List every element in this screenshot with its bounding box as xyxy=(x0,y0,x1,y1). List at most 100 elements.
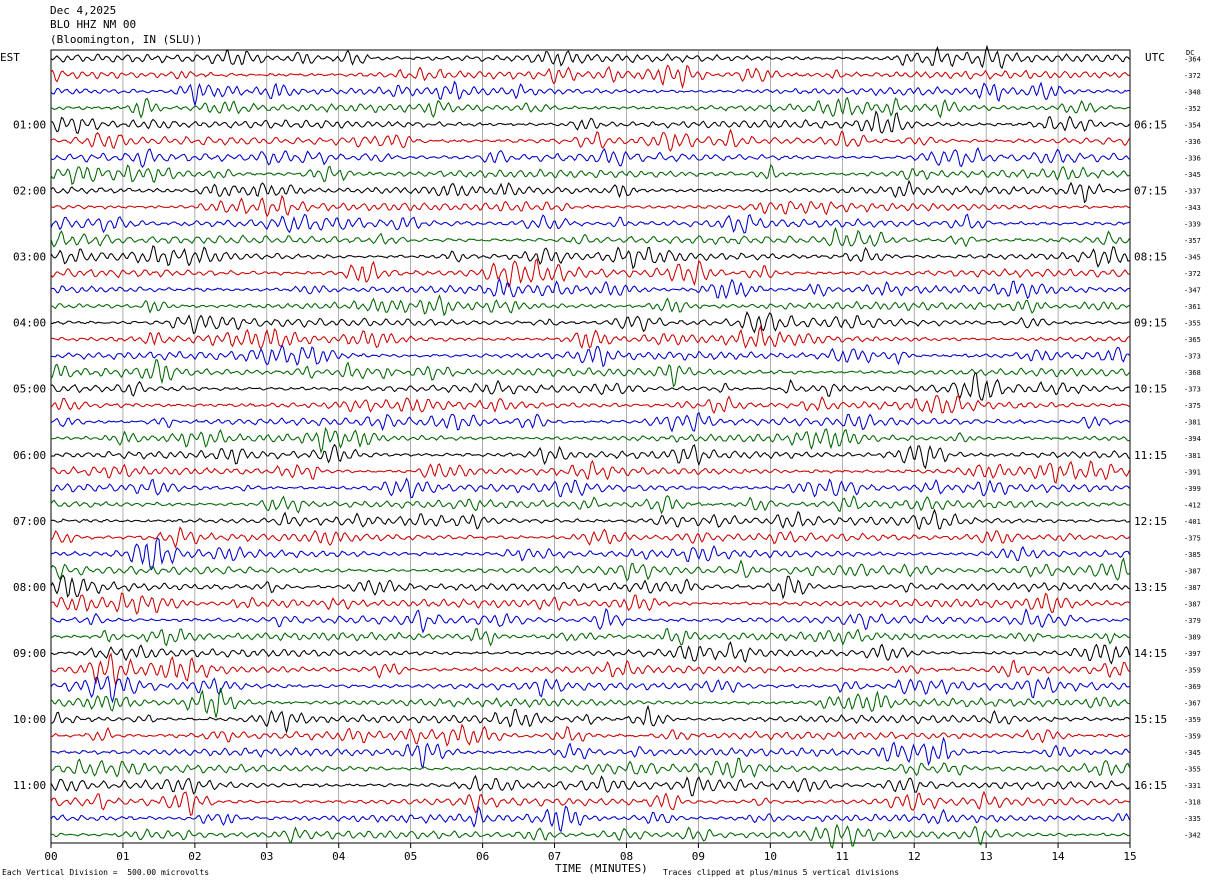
dc-offset-label: -357 xyxy=(1184,237,1201,245)
x-tick-label: 09 xyxy=(692,850,705,863)
left-hour-label: 01:00 xyxy=(13,118,46,131)
seismic-trace xyxy=(50,459,1130,485)
seismic-trace xyxy=(50,574,1130,600)
right-hour-label: 06:15 xyxy=(1134,118,1167,131)
seismic-trace xyxy=(50,194,1130,218)
seismic-trace xyxy=(50,736,1130,770)
seismic-trace xyxy=(50,128,1130,153)
left-hour-label: 07:00 xyxy=(13,515,46,528)
dc-offset-label: -372 xyxy=(1184,72,1201,80)
dc-offset-label: -361 xyxy=(1184,303,1201,311)
seismic-trace xyxy=(50,80,1130,108)
seismic-trace xyxy=(50,213,1130,234)
x-tick-label: 14 xyxy=(1051,850,1065,863)
dc-offset-label: -359 xyxy=(1184,716,1201,724)
x-tick-label: 03 xyxy=(260,850,273,863)
dc-offset-label: -389 xyxy=(1184,633,1201,641)
dc-offset-label: -348 xyxy=(1184,88,1201,96)
scale-note: Each Vertical Division = 500.00 microvol… xyxy=(2,868,210,877)
dc-offset-label: -387 xyxy=(1184,600,1201,608)
seismic-trace xyxy=(50,495,1130,515)
dc-offset-label: -345 xyxy=(1184,254,1201,262)
x-tick-label: 05 xyxy=(404,850,417,863)
x-tick-label: 07 xyxy=(548,850,561,863)
seismic-trace xyxy=(50,687,1130,718)
x-axis-title: TIME (MINUTES) xyxy=(555,862,648,875)
x-tick-label: 15 xyxy=(1123,850,1136,863)
x-tick-label: 01 xyxy=(116,850,129,863)
left-hour-label: 08:00 xyxy=(13,581,46,594)
seismic-trace xyxy=(50,774,1130,797)
right-hour-label: 14:15 xyxy=(1134,647,1167,660)
seismic-trace xyxy=(50,372,1130,401)
dc-offset-label: -336 xyxy=(1184,138,1201,146)
right-hour-label: 09:15 xyxy=(1134,317,1167,330)
dc-offset-label: -399 xyxy=(1184,485,1201,493)
seismic-trace xyxy=(50,757,1130,779)
seismic-trace xyxy=(50,44,1130,70)
seismic-trace xyxy=(50,675,1130,704)
dc-offset-label: -367 xyxy=(1184,700,1201,708)
seismic-trace xyxy=(50,325,1130,350)
dc-offset-label: -355 xyxy=(1184,320,1201,328)
right-hour-label: 13:15 xyxy=(1134,581,1167,594)
dc-offset-label: -394 xyxy=(1184,435,1201,443)
station-code: BLO HHZ NM 00 xyxy=(50,18,137,31)
left-hour-label: 03:00 xyxy=(13,251,46,264)
seismic-trace xyxy=(50,526,1130,549)
seismic-trace xyxy=(50,226,1130,248)
seismic-trace xyxy=(50,704,1130,735)
seismic-trace xyxy=(50,477,1130,499)
dc-offset-label: -331 xyxy=(1184,782,1201,790)
x-tick-label: 00 xyxy=(44,850,57,863)
dc-offset-label: -385 xyxy=(1184,551,1201,559)
dc-offset-label: -381 xyxy=(1184,452,1201,460)
seismic-trace xyxy=(50,64,1130,90)
seismic-trace xyxy=(50,427,1130,454)
left-hour-label: 04:00 xyxy=(13,317,46,330)
seismic-trace xyxy=(50,277,1130,300)
seismic-trace xyxy=(50,258,1130,288)
seismic-trace xyxy=(50,641,1131,665)
seismic-trace xyxy=(50,652,1130,687)
seismic-trace xyxy=(50,163,1130,185)
clip-note: Traces clipped at plus/minus 5 vertical … xyxy=(663,868,900,877)
dc-offset-label: -373 xyxy=(1184,386,1201,394)
dc-offset-label: -381 xyxy=(1184,419,1201,427)
x-tick-label: 11 xyxy=(836,850,849,863)
seismic-trace xyxy=(50,592,1130,615)
seismic-trace xyxy=(50,411,1130,433)
seismic-trace xyxy=(50,627,1130,647)
plot-date: Dec 4,2025 xyxy=(50,4,117,17)
left-hour-label: 11:00 xyxy=(13,779,46,792)
right-hour-label: 08:15 xyxy=(1134,251,1167,264)
dc-offset-label: -397 xyxy=(1184,650,1201,658)
right-hour-label: 12:15 xyxy=(1134,515,1167,528)
seismic-trace xyxy=(50,96,1130,119)
seismic-trace xyxy=(50,557,1130,582)
x-tick-label: 12 xyxy=(908,850,921,863)
plot-frame xyxy=(50,49,1131,844)
seismic-trace xyxy=(50,394,1130,414)
x-tick-label: 06 xyxy=(476,850,489,863)
seismic-trace xyxy=(50,310,1130,335)
right-timezone-label: UTC xyxy=(1145,51,1165,64)
x-tick-label: 10 xyxy=(764,850,777,863)
right-hour-label: 10:15 xyxy=(1134,383,1167,396)
dc-offset-label: -373 xyxy=(1184,353,1201,361)
seismic-trace xyxy=(50,245,1130,270)
dc-offset-label: -365 xyxy=(1184,336,1201,344)
right-hour-label: 07:15 xyxy=(1134,184,1167,197)
x-tick-label: 02 xyxy=(188,850,201,863)
seismic-trace xyxy=(50,805,1130,833)
dc-offset-label: -343 xyxy=(1184,204,1201,212)
dc-offset-label: -359 xyxy=(1184,733,1201,741)
dc-offset-label: -335 xyxy=(1184,815,1201,823)
dc-offset-label: -347 xyxy=(1184,287,1201,295)
dc-offset-label: -337 xyxy=(1184,187,1201,195)
seismic-trace xyxy=(50,607,1130,634)
left-hour-label: 06:00 xyxy=(13,449,46,462)
dc-offset-label: -375 xyxy=(1184,534,1201,542)
dc-offset-label: -345 xyxy=(1184,171,1201,179)
